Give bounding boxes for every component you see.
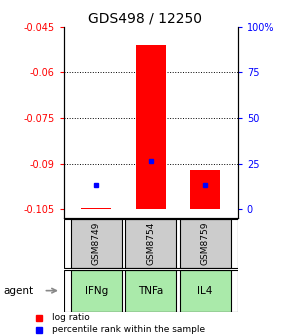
Bar xyxy=(190,170,220,209)
Bar xyxy=(71,219,122,268)
Bar xyxy=(125,270,176,311)
Bar xyxy=(71,270,122,311)
Text: TNFa: TNFa xyxy=(138,286,164,296)
Text: GSM8759: GSM8759 xyxy=(201,222,210,265)
Text: GSM8754: GSM8754 xyxy=(146,222,155,265)
Text: IL4: IL4 xyxy=(197,286,213,296)
Text: GDS498 / 12250: GDS498 / 12250 xyxy=(88,12,202,26)
Text: percentile rank within the sample: percentile rank within the sample xyxy=(52,326,205,334)
Bar xyxy=(136,45,166,209)
Text: log ratio: log ratio xyxy=(52,313,90,323)
Text: IFNg: IFNg xyxy=(85,286,108,296)
Text: agent: agent xyxy=(3,286,33,296)
Bar xyxy=(125,219,176,268)
Bar xyxy=(180,219,231,268)
Bar xyxy=(180,270,231,311)
Text: GSM8749: GSM8749 xyxy=(92,222,101,265)
Bar xyxy=(81,208,111,209)
